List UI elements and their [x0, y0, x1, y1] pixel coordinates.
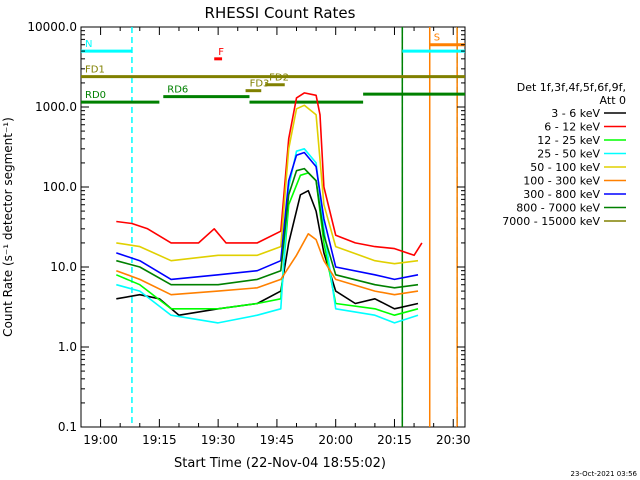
footer-date: 23-Oct-2021 03:56 — [571, 470, 638, 478]
series-line — [116, 189, 419, 316]
series-line — [116, 148, 419, 324]
x-tick-label: 20:00 — [318, 433, 353, 447]
series-line — [116, 92, 423, 257]
x-tick-label: 20:15 — [377, 433, 412, 447]
plot-frame — [80, 26, 466, 428]
annotation-label: FD1 — [85, 65, 105, 76]
x-axis: 19:00 19:15 19:30 19:45 20:00 20:15 20:30 — [80, 27, 471, 447]
series-line — [116, 233, 419, 296]
legend-entry-label: 50 - 100 keV — [530, 161, 600, 174]
legend-entry-label: 100 - 300 keV — [523, 175, 600, 188]
annotation-label: FD3 — [250, 79, 270, 90]
series-line — [115, 172, 419, 316]
legend: Det 1f,3f,4f,5f,6f,9f, Att 0 3 - 6 keV6 … — [502, 81, 626, 228]
x-axis-label: Start Time (22-Nov-04 18:55:02) — [174, 456, 386, 471]
x-tick-label: 19:00 — [83, 433, 118, 447]
y-tick-label: 1000.0 — [35, 100, 77, 114]
y-tick-label: 10000.0 — [27, 20, 77, 34]
x-tick-label: 19:30 — [201, 433, 236, 447]
legend-entry-label: 3 - 6 keV — [551, 107, 600, 120]
series-layer — [115, 92, 423, 324]
x-tick-label: 19:15 — [142, 433, 177, 447]
annotation-label: S — [434, 33, 440, 44]
y-axis: 0.1 1.0 10.0 100.0 1000.0 10000.0 — [27, 20, 465, 434]
x-tick-label: 19:45 — [260, 433, 295, 447]
legend-entry-label: 25 - 50 keV — [537, 148, 600, 161]
annotation-label: FD2 — [269, 73, 289, 84]
legend-entry-label: 7000 - 15000 keV — [502, 215, 600, 228]
annotation-label: N — [85, 39, 92, 50]
legend-entry-label: 12 - 25 keV — [537, 134, 600, 147]
legend-header-line-1: Det 1f,3f,4f,5f,6f,9f, — [517, 81, 626, 94]
annotation-label: F — [218, 47, 224, 58]
annotation-label: RD0 — [85, 90, 106, 101]
y-axis-label: Count Rate (s⁻¹ detector segment⁻¹) — [1, 117, 15, 337]
y-tick-label: 100.0 — [43, 180, 77, 194]
chart-title: RHESSI Count Rates — [205, 4, 356, 22]
x-tick-label: 20:30 — [436, 433, 471, 447]
legend-header-line-2: Att 0 — [600, 94, 626, 107]
y-tick-label: 1.0 — [58, 340, 77, 354]
series-line — [116, 104, 419, 265]
legend-entry-label: 800 - 7000 keV — [516, 202, 600, 215]
y-tick-label: 0.1 — [58, 420, 77, 434]
series-line — [116, 151, 419, 281]
legend-entry-label: 300 - 800 keV — [523, 188, 600, 201]
legend-entry-label: 6 - 12 keV — [544, 121, 600, 134]
series-line — [116, 167, 419, 289]
y-tick-label: 10.0 — [50, 260, 77, 274]
annotation-label: RD6 — [167, 85, 188, 96]
